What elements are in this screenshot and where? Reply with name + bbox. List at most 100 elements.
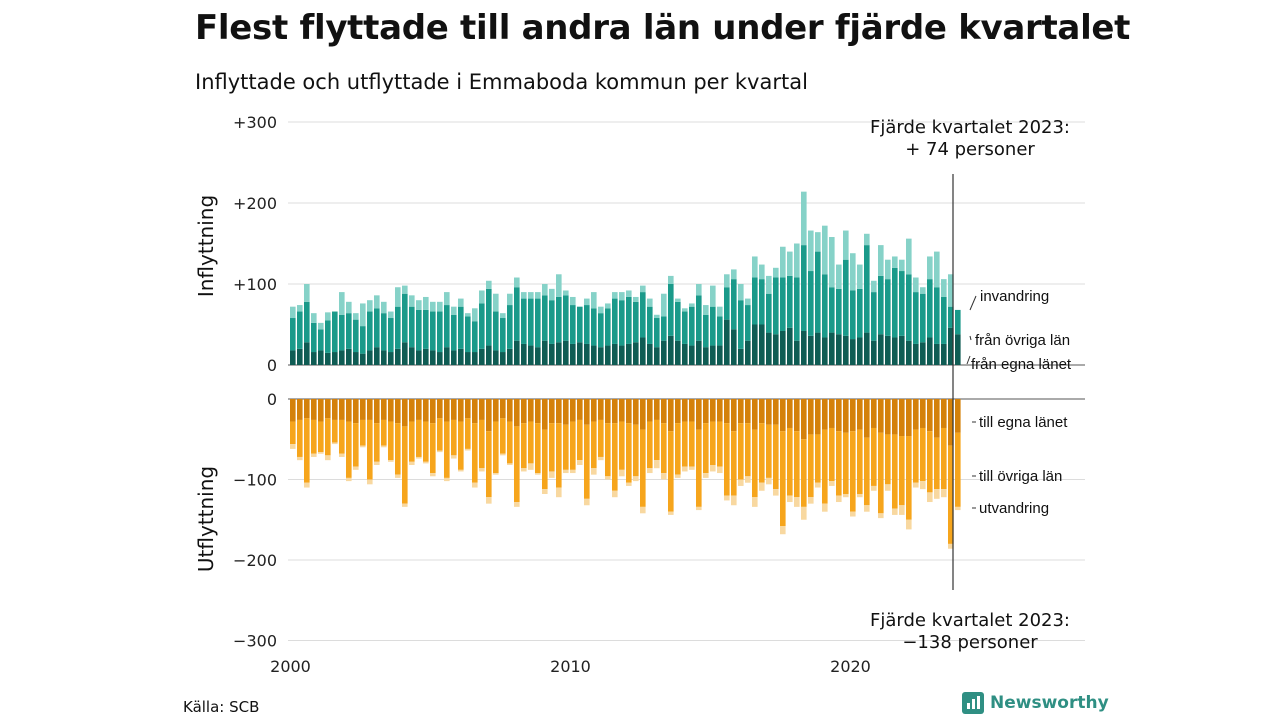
bar-out-0 [843,399,849,433]
bar-out-2 [437,450,443,453]
bar-in-1 [724,287,730,320]
bar-in-1 [619,300,625,346]
bar-in-2 [871,280,877,293]
bar-in-2 [360,303,366,327]
bar-out-1 [402,426,408,504]
bar-out-2 [584,498,590,506]
bar-in-1 [591,308,597,346]
y-tick-label: +200 [233,194,277,213]
bar-in-0 [731,329,737,365]
bar-in-1 [710,306,716,346]
bar-in-1 [290,318,296,351]
bar-in-1 [353,319,359,353]
bar-in-1 [703,314,709,348]
bar-in-2 [416,300,422,310]
legend-label-out-0: till egna länet [979,414,1068,431]
bar-out-2 [682,466,688,472]
bar-out-0 [892,399,898,435]
bar-out-1 [934,437,940,490]
bar-in-1 [444,305,450,348]
bar-in-2 [500,313,506,319]
bar-out-0 [654,399,660,420]
bar-in-2 [850,253,856,291]
bar-in-0 [745,340,751,365]
bar-out-2 [479,468,485,472]
bar-in-1 [696,295,702,341]
bar-out-2 [906,519,912,530]
bar-in-0 [486,345,492,365]
bar-in-0 [794,340,800,365]
bar-out-0 [955,399,961,433]
bar-in-0 [458,348,464,365]
bar-in-1 [689,306,695,346]
bar-out-0 [801,399,807,440]
bar-out-0 [815,399,821,435]
bar-in-2 [479,290,485,304]
bar-in-1 [402,293,408,343]
bar-out-0 [374,399,380,424]
bar-out-0 [913,399,919,430]
bar-in-0 [535,347,541,365]
bar-out-1 [409,421,415,462]
bar-in-1 [332,311,338,353]
legend-label-in-2: från egna länet [971,356,1072,373]
bar-in-0 [507,348,513,365]
bar-out-2 [416,456,422,459]
bar-out-1 [542,429,548,490]
bar-in-0 [717,345,723,365]
bar-in-2 [934,251,940,288]
bar-in-0 [878,334,884,365]
bar-out-1 [318,421,324,453]
bar-in-2 [402,285,408,294]
bar-in-0 [332,352,338,365]
bar-out-1 [395,423,401,475]
bar-in-2 [738,284,744,301]
y-tick-label: +300 [233,113,277,132]
bar-in-0 [661,340,667,365]
bar-out-2 [864,505,870,512]
y-tick-label: 0 [267,356,277,375]
bar-out-0 [899,399,905,437]
bar-in-2 [668,275,674,284]
bar-in-1 [409,306,415,348]
y-tick-label: 0 [267,390,277,409]
bar-out-0 [444,399,450,422]
bar-out-2 [626,482,632,486]
bar-in-0 [402,342,408,365]
bar-in-1 [304,301,310,343]
bar-out-2 [717,466,723,474]
bar-out-1 [374,423,380,462]
bar-in-2 [591,292,597,309]
bar-in-1 [654,318,660,348]
bar-out-2 [332,442,338,445]
bar-in-2 [612,292,618,299]
bar-in-0 [633,342,639,365]
bar-in-1 [892,267,898,338]
bar-out-2 [528,463,534,470]
bar-in-2 [437,301,443,312]
bar-out-0 [388,399,394,422]
bar-in-1 [577,306,583,343]
bar-in-2 [598,306,604,314]
bar-in-2 [829,237,835,288]
bar-out-2 [913,482,919,488]
bar-out-1 [500,418,506,454]
bar-in-0 [941,343,947,365]
bar-in-2 [857,264,863,289]
bar-out-2 [423,461,429,464]
bar-out-2 [689,466,695,470]
brand-logo[interactable]: Newsworthy [962,692,1109,714]
bar-out-2 [752,497,758,507]
bar-in-0 [871,340,877,365]
bar-out-0 [577,399,583,420]
bar-in-0 [556,342,562,365]
bar-out-0 [598,399,604,420]
bar-in-2 [654,314,660,319]
bar-out-2 [668,511,674,515]
bar-out-0 [556,399,562,424]
bar-out-2 [920,481,926,490]
bar-out-2 [780,526,786,535]
bar-out-1 [871,427,877,486]
bar-in-2 [633,296,639,302]
bar-out-1 [745,423,751,477]
